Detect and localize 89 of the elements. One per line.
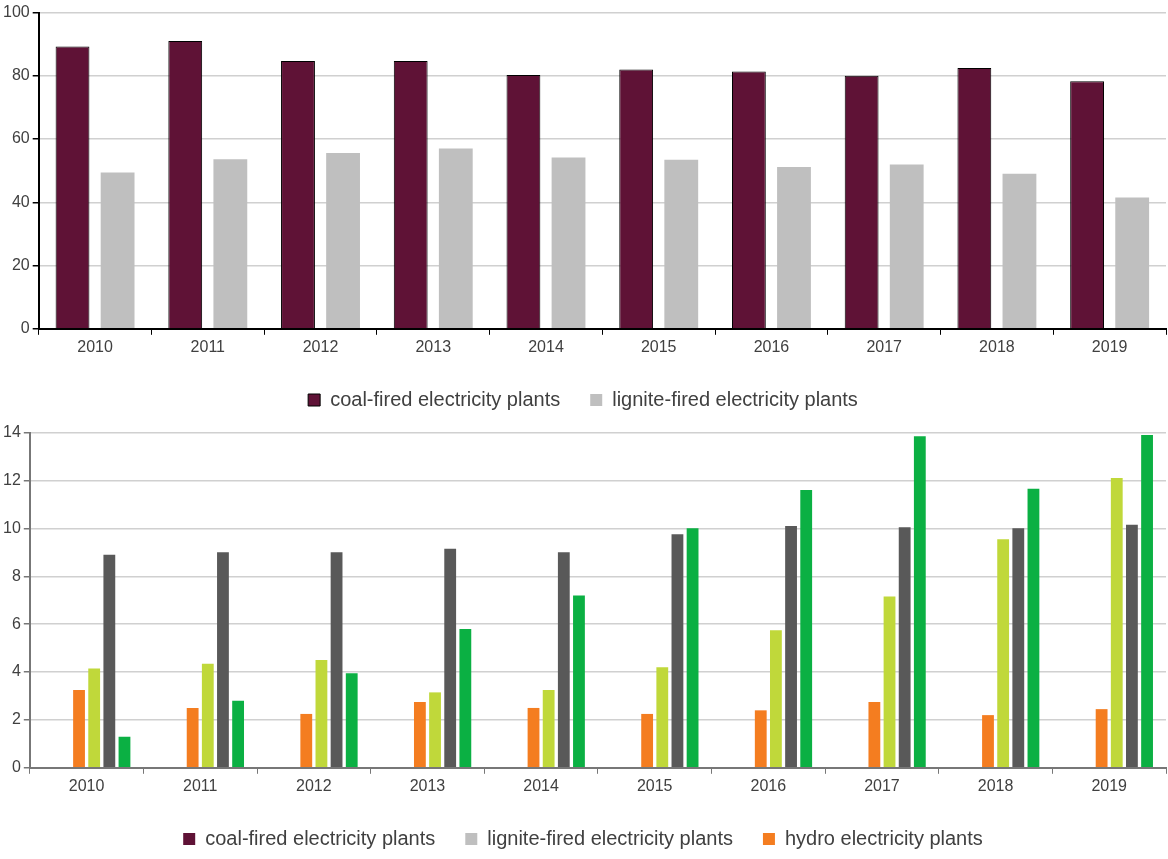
bar xyxy=(1115,197,1150,329)
bar xyxy=(527,707,540,768)
x-tick-label: 2014 xyxy=(528,337,564,355)
bar xyxy=(330,552,343,768)
legend-label: hydro electricity plants xyxy=(784,826,983,849)
bar xyxy=(551,157,586,329)
bar xyxy=(800,490,813,768)
bar xyxy=(345,673,358,768)
y-tick-label: 2 xyxy=(11,710,21,728)
legend-label: coal-fired electricity plants xyxy=(205,826,436,849)
bar xyxy=(898,527,911,768)
bar xyxy=(770,630,782,768)
x-tick-label: 2017 xyxy=(864,776,900,794)
bar xyxy=(868,701,881,768)
bar xyxy=(1126,524,1138,768)
bar xyxy=(889,164,924,329)
x-tick-label: 2018 xyxy=(977,776,1014,794)
y-tick-label: 6 xyxy=(11,614,21,632)
bar xyxy=(754,710,767,768)
y-tick-label: 20 xyxy=(11,255,30,273)
bar xyxy=(444,548,457,768)
y-tick-label: 8 xyxy=(11,566,21,584)
x-tick-label: 2019 xyxy=(1091,776,1128,794)
x-tick-label: 2014 xyxy=(523,776,559,794)
y-tick-label: 14 xyxy=(3,423,21,441)
bar xyxy=(1027,488,1040,768)
bar xyxy=(1110,478,1123,768)
bar xyxy=(438,148,473,329)
bar xyxy=(213,159,248,329)
bar xyxy=(429,692,441,768)
bar xyxy=(326,152,360,329)
legend-label: coal-fired electricity plants xyxy=(330,387,561,410)
y-tick-label: 0 xyxy=(11,758,21,776)
x-tick-label: 2016 xyxy=(753,337,790,355)
bar xyxy=(1095,709,1108,768)
bar xyxy=(671,534,684,768)
bar xyxy=(100,172,135,329)
x-tick-label: 2016 xyxy=(750,776,787,794)
x-tick-label: 2012 xyxy=(302,337,339,355)
bar xyxy=(201,663,214,768)
y-tick-label: 80 xyxy=(11,66,30,84)
x-tick-label: 2019 xyxy=(1091,337,1128,355)
bar xyxy=(573,595,585,768)
bar xyxy=(777,166,811,329)
bar xyxy=(232,700,245,768)
bar xyxy=(686,528,699,768)
y-tick-label: 0 xyxy=(20,319,30,337)
legend-label: lignite-fired electricity plants xyxy=(612,387,858,410)
y-tick-label: 40 xyxy=(11,192,30,210)
bar xyxy=(785,525,797,768)
bar xyxy=(118,736,131,768)
y-tick-label: 12 xyxy=(3,470,21,488)
y-tick-label: 4 xyxy=(11,662,21,680)
y-tick-label: 10 xyxy=(3,518,21,536)
bar xyxy=(1141,434,1153,768)
bar xyxy=(997,539,1010,768)
x-tick-label: 2010 xyxy=(77,337,113,355)
y-tick-label: 100 xyxy=(2,3,30,21)
bar xyxy=(315,660,328,768)
bar xyxy=(542,689,555,768)
bar xyxy=(557,552,570,768)
bar xyxy=(641,713,654,768)
bar xyxy=(664,159,699,329)
x-tick-label: 2010 xyxy=(68,776,105,794)
bar xyxy=(1012,528,1025,768)
x-tick-label: 2013 xyxy=(415,337,452,355)
x-tick-label: 2012 xyxy=(296,776,332,794)
bar xyxy=(883,596,896,768)
x-tick-label: 2017 xyxy=(866,337,903,355)
bar xyxy=(186,707,199,768)
y-tick-label: 60 xyxy=(11,129,30,147)
x-tick-label: 2011 xyxy=(190,337,226,355)
bar xyxy=(982,715,994,768)
x-tick-label: 2013 xyxy=(409,776,446,794)
bar xyxy=(103,554,116,768)
bar xyxy=(459,628,472,768)
x-tick-label: 2011 xyxy=(183,776,218,794)
bar xyxy=(88,668,101,768)
bar xyxy=(656,667,669,768)
x-tick-label: 2015 xyxy=(640,337,677,355)
bar xyxy=(73,689,85,768)
bar xyxy=(913,436,926,768)
x-tick-label: 2015 xyxy=(636,776,673,794)
legend-label: lignite-fired electricity plants xyxy=(487,826,733,849)
bar xyxy=(1002,173,1037,329)
bar xyxy=(217,552,229,768)
bar xyxy=(413,701,426,768)
bar xyxy=(300,713,313,768)
x-tick-label: 2018 xyxy=(979,337,1015,355)
